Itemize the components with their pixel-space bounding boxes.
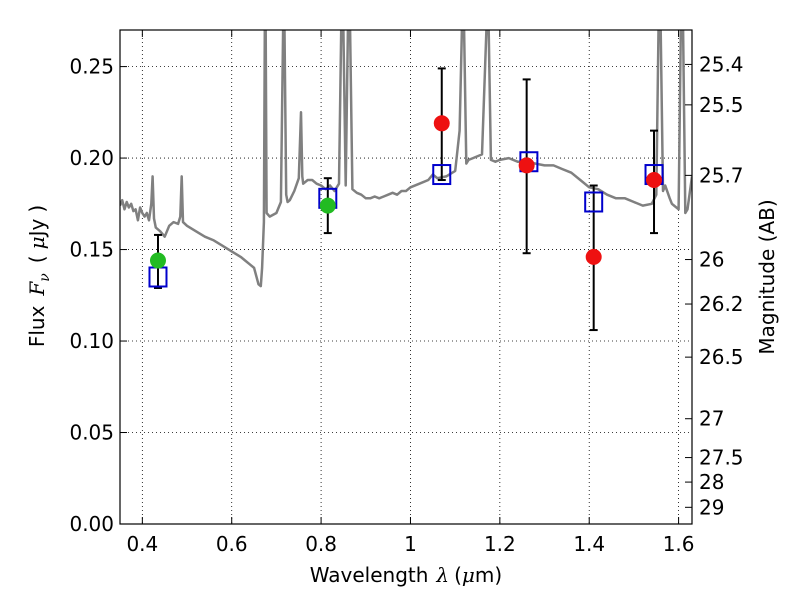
x-axis-title: Wavelength λ (μm) — [310, 563, 502, 587]
y2-tick-label: 28 — [699, 470, 724, 494]
x-tick-label: 0.4 — [126, 532, 158, 556]
x-axis-title-mu: μ — [462, 563, 475, 587]
y-axis-title-sub: ν — [37, 273, 53, 282]
y-axis-title-close: ) — [25, 205, 49, 213]
y-tick-label: 0.20 — [69, 146, 114, 170]
y2-tick-label: 25.4 — [699, 52, 744, 76]
x-axis-title-text: Wavelength — [310, 563, 429, 587]
y-tick-label: 0.25 — [69, 55, 114, 79]
model-square-marker — [432, 164, 452, 186]
y2-axis-title: Magnitude (AB) — [755, 199, 779, 354]
y-axis-title-mu: μ — [25, 236, 49, 249]
observed-circle-marker — [319, 197, 336, 214]
marker-layer — [148, 115, 664, 288]
observed-circle-marker — [149, 252, 166, 269]
y2-tick-label: 26.5 — [699, 345, 744, 369]
x-axis-title-open: ( — [454, 563, 462, 587]
x-axis-title-rest: m) — [475, 563, 502, 587]
x-tick-label: 1.4 — [573, 532, 605, 556]
observed-circle-marker — [585, 248, 602, 265]
observed-circle-marker — [646, 172, 663, 189]
x-axis-title-symbol: λ — [435, 563, 449, 587]
observed-circle-marker — [518, 157, 535, 174]
grid-layer — [120, 30, 692, 525]
errorbar-layer — [153, 67, 659, 332]
y2-tick-label: 26 — [699, 248, 724, 272]
y-axis-title-rest: Jy — [25, 218, 49, 238]
y-tick-label: 0.10 — [69, 329, 114, 353]
y-tick-label: 0.05 — [69, 421, 114, 445]
y-axis-title-text: Flux — [25, 305, 49, 347]
y-tick-label: 0.00 — [69, 512, 114, 536]
y2-tick-label: 29 — [699, 495, 724, 519]
y-tick-label: 0.15 — [69, 238, 114, 262]
plot-frame — [119, 29, 693, 525]
y2-tick-label: 25.7 — [699, 163, 744, 187]
model-square-marker — [584, 191, 604, 213]
x-tick-label: 0.8 — [305, 532, 337, 556]
x-tick-label: 1.6 — [663, 532, 695, 556]
y2-tick-label: 27.5 — [699, 446, 744, 470]
y-axis-title-open: ( — [25, 255, 49, 263]
template-layer — [120, 30, 692, 288]
y-axis-title: Flux Fν ( μJy) — [25, 205, 53, 347]
template-spectrum-line — [120, 30, 692, 288]
x-tick-label: 1 — [404, 532, 417, 556]
y2-tick-label: 25.5 — [699, 93, 744, 117]
y2-tick-label: 27 — [699, 407, 724, 431]
x-tick-label: 0.6 — [216, 532, 248, 556]
x-tick-label: 1.2 — [484, 532, 516, 556]
y2-tick-label: 26.2 — [699, 292, 744, 316]
y-axis-title-F: F — [25, 281, 49, 297]
observed-circle-marker — [433, 115, 450, 132]
tick-layer: 0.4 0.6 0.8 1 1.2 1.4 1.6 0.00 0.05 0.10 0.15 0.20 0… — [69, 30, 744, 556]
